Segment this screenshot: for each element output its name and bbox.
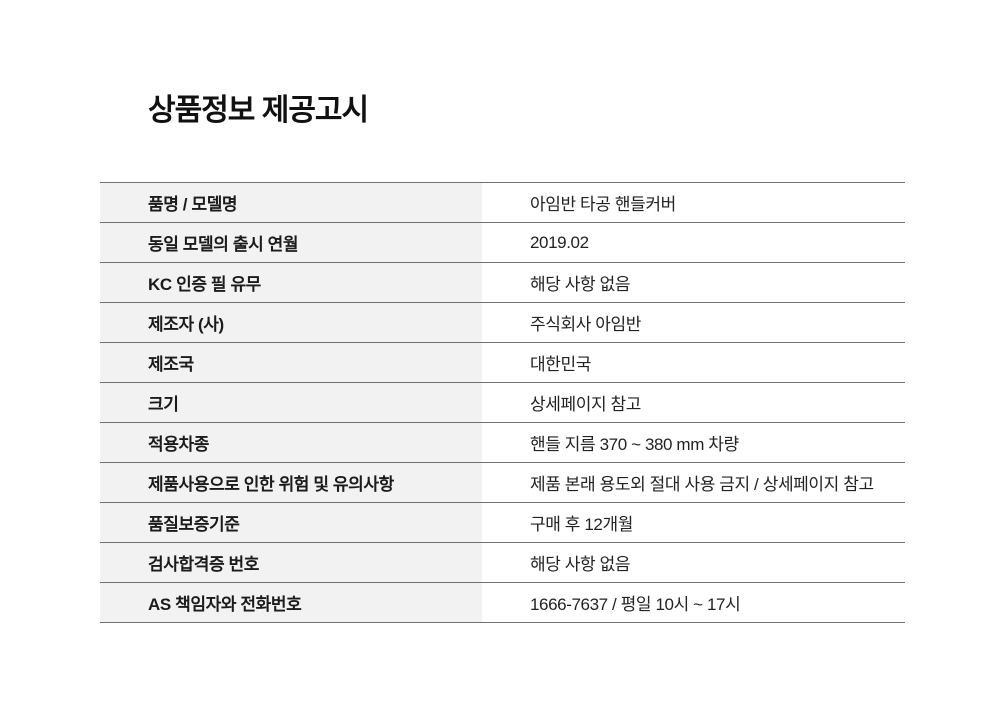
table-row: 제품사용으로 인한 위험 및 유의사항 제품 본래 용도외 절대 사용 금지 /… [100, 463, 905, 503]
row-value: 2019.02 [530, 232, 589, 252]
table-row: 품명 / 모델명 아임반 타공 핸들커버 [100, 183, 905, 223]
row-value: 주식회사 아임반 [530, 315, 642, 334]
table-row: 검사합격증 번호 해당 사항 없음 [100, 543, 905, 583]
row-value: 제품 본래 용도외 절대 사용 금지 / 상세페이지 참고 [530, 475, 874, 494]
row-label: 제품사용으로 인한 위험 및 유의사항 [100, 463, 482, 502]
row-label: 동일 모델의 출시 연월 [100, 223, 482, 262]
row-label: 제조자 (사) [100, 303, 482, 342]
row-value: 해당 사항 없음 [530, 275, 631, 294]
row-value: 아임반 타공 핸들커버 [530, 195, 676, 214]
table-row: 품질보증기준 구매 후 12개월 [100, 503, 905, 543]
row-value: 핸들 지름 370 ~ 380 mm 차량 [530, 435, 739, 454]
row-label: 검사합격증 번호 [100, 543, 482, 582]
table-row: 크기 상세페이지 참고 [100, 383, 905, 423]
table-row: KC 인증 필 유무 해당 사항 없음 [100, 263, 905, 303]
row-value: 1666-7637 / 평일 10시 ~ 17시 [530, 595, 741, 614]
row-label: KC 인증 필 유무 [100, 263, 482, 302]
table-row: 제조자 (사) 주식회사 아임반 [100, 303, 905, 343]
row-value: 대한민국 [530, 355, 591, 374]
product-info-table: 품명 / 모델명 아임반 타공 핸들커버 동일 모델의 출시 연월 2019.0… [100, 182, 905, 623]
row-label: 제조국 [100, 343, 482, 382]
row-value: 상세페이지 참고 [530, 395, 642, 414]
page-title: 상품정보 제공고시 [148, 94, 369, 127]
row-label: 품질보증기준 [100, 503, 482, 542]
table-row: 제조국 대한민국 [100, 343, 905, 383]
row-label: 적용차종 [100, 423, 482, 462]
table-row: AS 책임자와 전화번호 1666-7637 / 평일 10시 ~ 17시 [100, 583, 905, 623]
row-label: 품명 / 모델명 [100, 183, 482, 222]
table-row: 동일 모델의 출시 연월 2019.02 [100, 223, 905, 263]
row-value: 해당 사항 없음 [530, 555, 631, 574]
table-row: 적용차종 핸들 지름 370 ~ 380 mm 차량 [100, 423, 905, 463]
row-value: 구매 후 12개월 [530, 515, 633, 534]
row-label: 크기 [100, 383, 482, 422]
row-label: AS 책임자와 전화번호 [100, 583, 482, 622]
